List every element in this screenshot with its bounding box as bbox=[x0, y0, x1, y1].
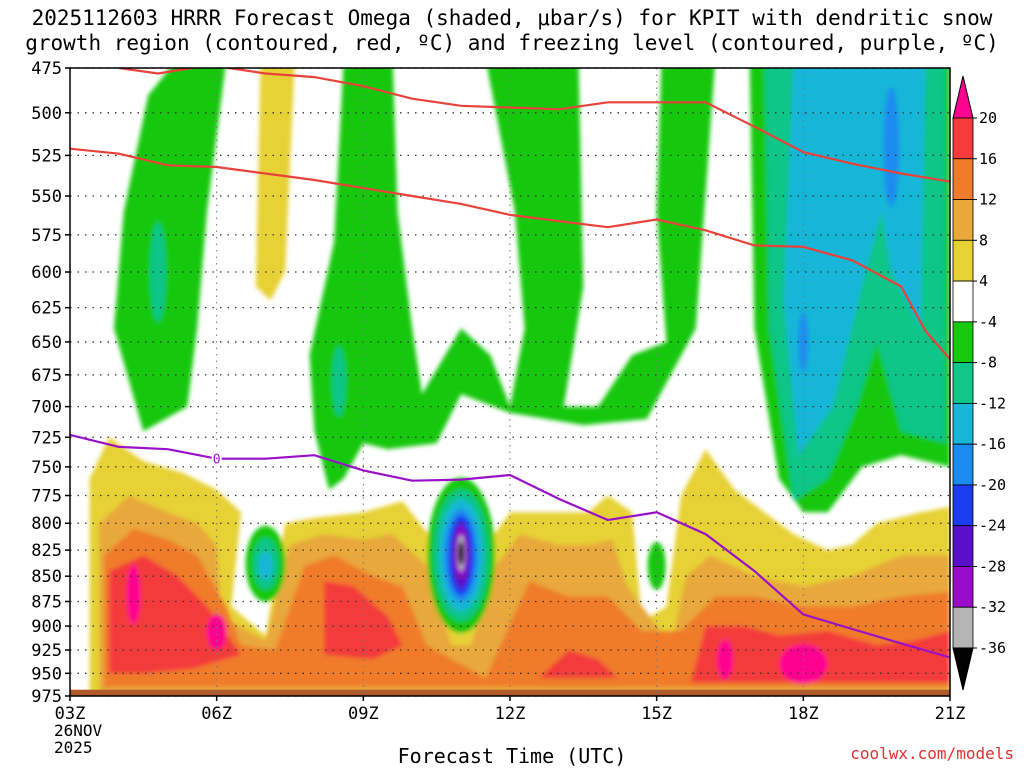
colorbar-label: 12 bbox=[979, 191, 997, 209]
colorbar-label: -24 bbox=[979, 517, 1006, 535]
credit-link[interactable]: coolwx.com/models bbox=[850, 744, 1014, 763]
axes: 475 500 525 550 575 600 625 650 675 700 725 750 775 8… bbox=[31, 59, 965, 724]
y-tick-label: 525 bbox=[31, 146, 62, 166]
colorbar-bottom-arrow bbox=[952, 647, 974, 691]
colorbar-label: 4 bbox=[979, 272, 988, 290]
omega-max-d bbox=[779, 644, 828, 685]
colorbar-label: -32 bbox=[979, 598, 1006, 616]
x-tick-label: 21Z bbox=[935, 704, 966, 724]
colorbar-label: 16 bbox=[979, 150, 997, 168]
omega-neg-b bbox=[309, 68, 715, 490]
date-line-2: 2025 bbox=[54, 738, 93, 757]
y-tick-label: 725 bbox=[31, 428, 62, 448]
colorbar-label: 20 bbox=[979, 109, 997, 127]
omega-max-b bbox=[206, 613, 227, 650]
x-tick-label: 12Z bbox=[495, 704, 526, 724]
omega-band-16-b bbox=[324, 581, 403, 660]
dgz-contour-2 bbox=[70, 147, 950, 360]
colorbar-box bbox=[952, 484, 974, 527]
omega-neg-i bbox=[331, 346, 346, 417]
omega-updraft-9 bbox=[458, 541, 465, 566]
x-tick-label: 18Z bbox=[788, 704, 819, 724]
y-tick-label: 925 bbox=[31, 641, 62, 661]
colorbar: 20 16 12 8 4 -4 -8 -12 -16 -20 -24 -28 -32 -36 bbox=[952, 75, 1006, 691]
colorbar-box bbox=[952, 566, 974, 608]
y-tick-label: 550 bbox=[31, 187, 62, 207]
colorbar-box bbox=[952, 443, 974, 486]
y-tick-label: 825 bbox=[31, 541, 62, 561]
colorbar-box bbox=[952, 606, 974, 649]
colorbar-box bbox=[952, 117, 974, 160]
freezing-level-label: 0 bbox=[213, 453, 221, 468]
colorbar-label: 8 bbox=[979, 231, 988, 249]
colorbar-box bbox=[952, 199, 974, 241]
omega-core-d bbox=[647, 541, 666, 590]
date-line-1: 26NOV bbox=[54, 721, 103, 740]
field-layers bbox=[89, 68, 950, 696]
y-tick-label: 875 bbox=[31, 592, 62, 612]
omega-neg-h bbox=[150, 222, 166, 323]
colorbar-label: -36 bbox=[979, 639, 1006, 657]
omega-band-16-a bbox=[109, 555, 242, 674]
colorbar-label: -4 bbox=[979, 313, 997, 331]
y-tick-label: 800 bbox=[31, 514, 62, 534]
colorbar-box bbox=[952, 402, 974, 445]
colorbar-box bbox=[952, 525, 974, 567]
colorbar-label: -20 bbox=[979, 476, 1006, 494]
colorbar-box bbox=[952, 158, 974, 200]
chart-title: 2025112603 HRRR Forecast Omega (shaded, … bbox=[0, 6, 1024, 56]
y-tick-label: 475 bbox=[31, 59, 62, 79]
y-tick-label: 950 bbox=[31, 664, 62, 684]
y-tick-label: 650 bbox=[31, 333, 62, 353]
omega-max-a bbox=[126, 564, 141, 625]
y-tick-label: 675 bbox=[31, 366, 62, 386]
omega-field bbox=[70, 68, 950, 696]
colorbar-label: -8 bbox=[979, 354, 997, 372]
start-date: 26NOV 2025 bbox=[54, 722, 102, 756]
colorbar-label: -12 bbox=[979, 394, 1006, 412]
y-tick-label: 750 bbox=[31, 458, 62, 478]
x-tick-label: 06Z bbox=[201, 704, 232, 724]
y-tick-label: 850 bbox=[31, 567, 62, 587]
y-tick-label: 600 bbox=[31, 263, 62, 283]
y-tick-label: 625 bbox=[31, 299, 62, 319]
title-line-1: 2025112603 HRRR Forecast Omega (shaded, … bbox=[31, 6, 993, 30]
omega-neg-g bbox=[883, 87, 900, 208]
colorbar-box bbox=[952, 280, 974, 323]
x-tick-label: 09Z bbox=[348, 704, 379, 724]
title-line-2: growth region (contoured, red, ºC) and f… bbox=[25, 31, 999, 55]
contours: 0 bbox=[70, 68, 950, 659]
y-tick-label: 975 bbox=[31, 687, 62, 707]
omega-max-c bbox=[717, 639, 734, 680]
omega-core-c bbox=[258, 551, 273, 580]
x-tick-label: 03Z bbox=[55, 704, 86, 724]
dgz-contour-1 bbox=[118, 68, 950, 183]
colorbar-box bbox=[952, 362, 974, 404]
colorbar-label: -28 bbox=[979, 557, 1006, 575]
y-tick-label: 900 bbox=[31, 617, 62, 637]
omega-pos-upper bbox=[255, 68, 295, 301]
colorbar-box bbox=[952, 239, 974, 282]
y-tick-label: 500 bbox=[31, 104, 62, 124]
y-tick-label: 775 bbox=[31, 487, 62, 507]
y-tick-label: 575 bbox=[31, 226, 62, 246]
colorbar-top-arrow bbox=[952, 75, 974, 119]
colorbar-box bbox=[952, 321, 974, 364]
y-tick-label: 700 bbox=[31, 398, 62, 418]
freezing-label-bg bbox=[211, 450, 222, 466]
omega-band-16-d bbox=[539, 650, 618, 678]
x-axis-label: Forecast Time (UTC) bbox=[397, 744, 627, 768]
x-tick-label: 15Z bbox=[641, 704, 672, 724]
colorbar-label: -16 bbox=[979, 435, 1006, 453]
